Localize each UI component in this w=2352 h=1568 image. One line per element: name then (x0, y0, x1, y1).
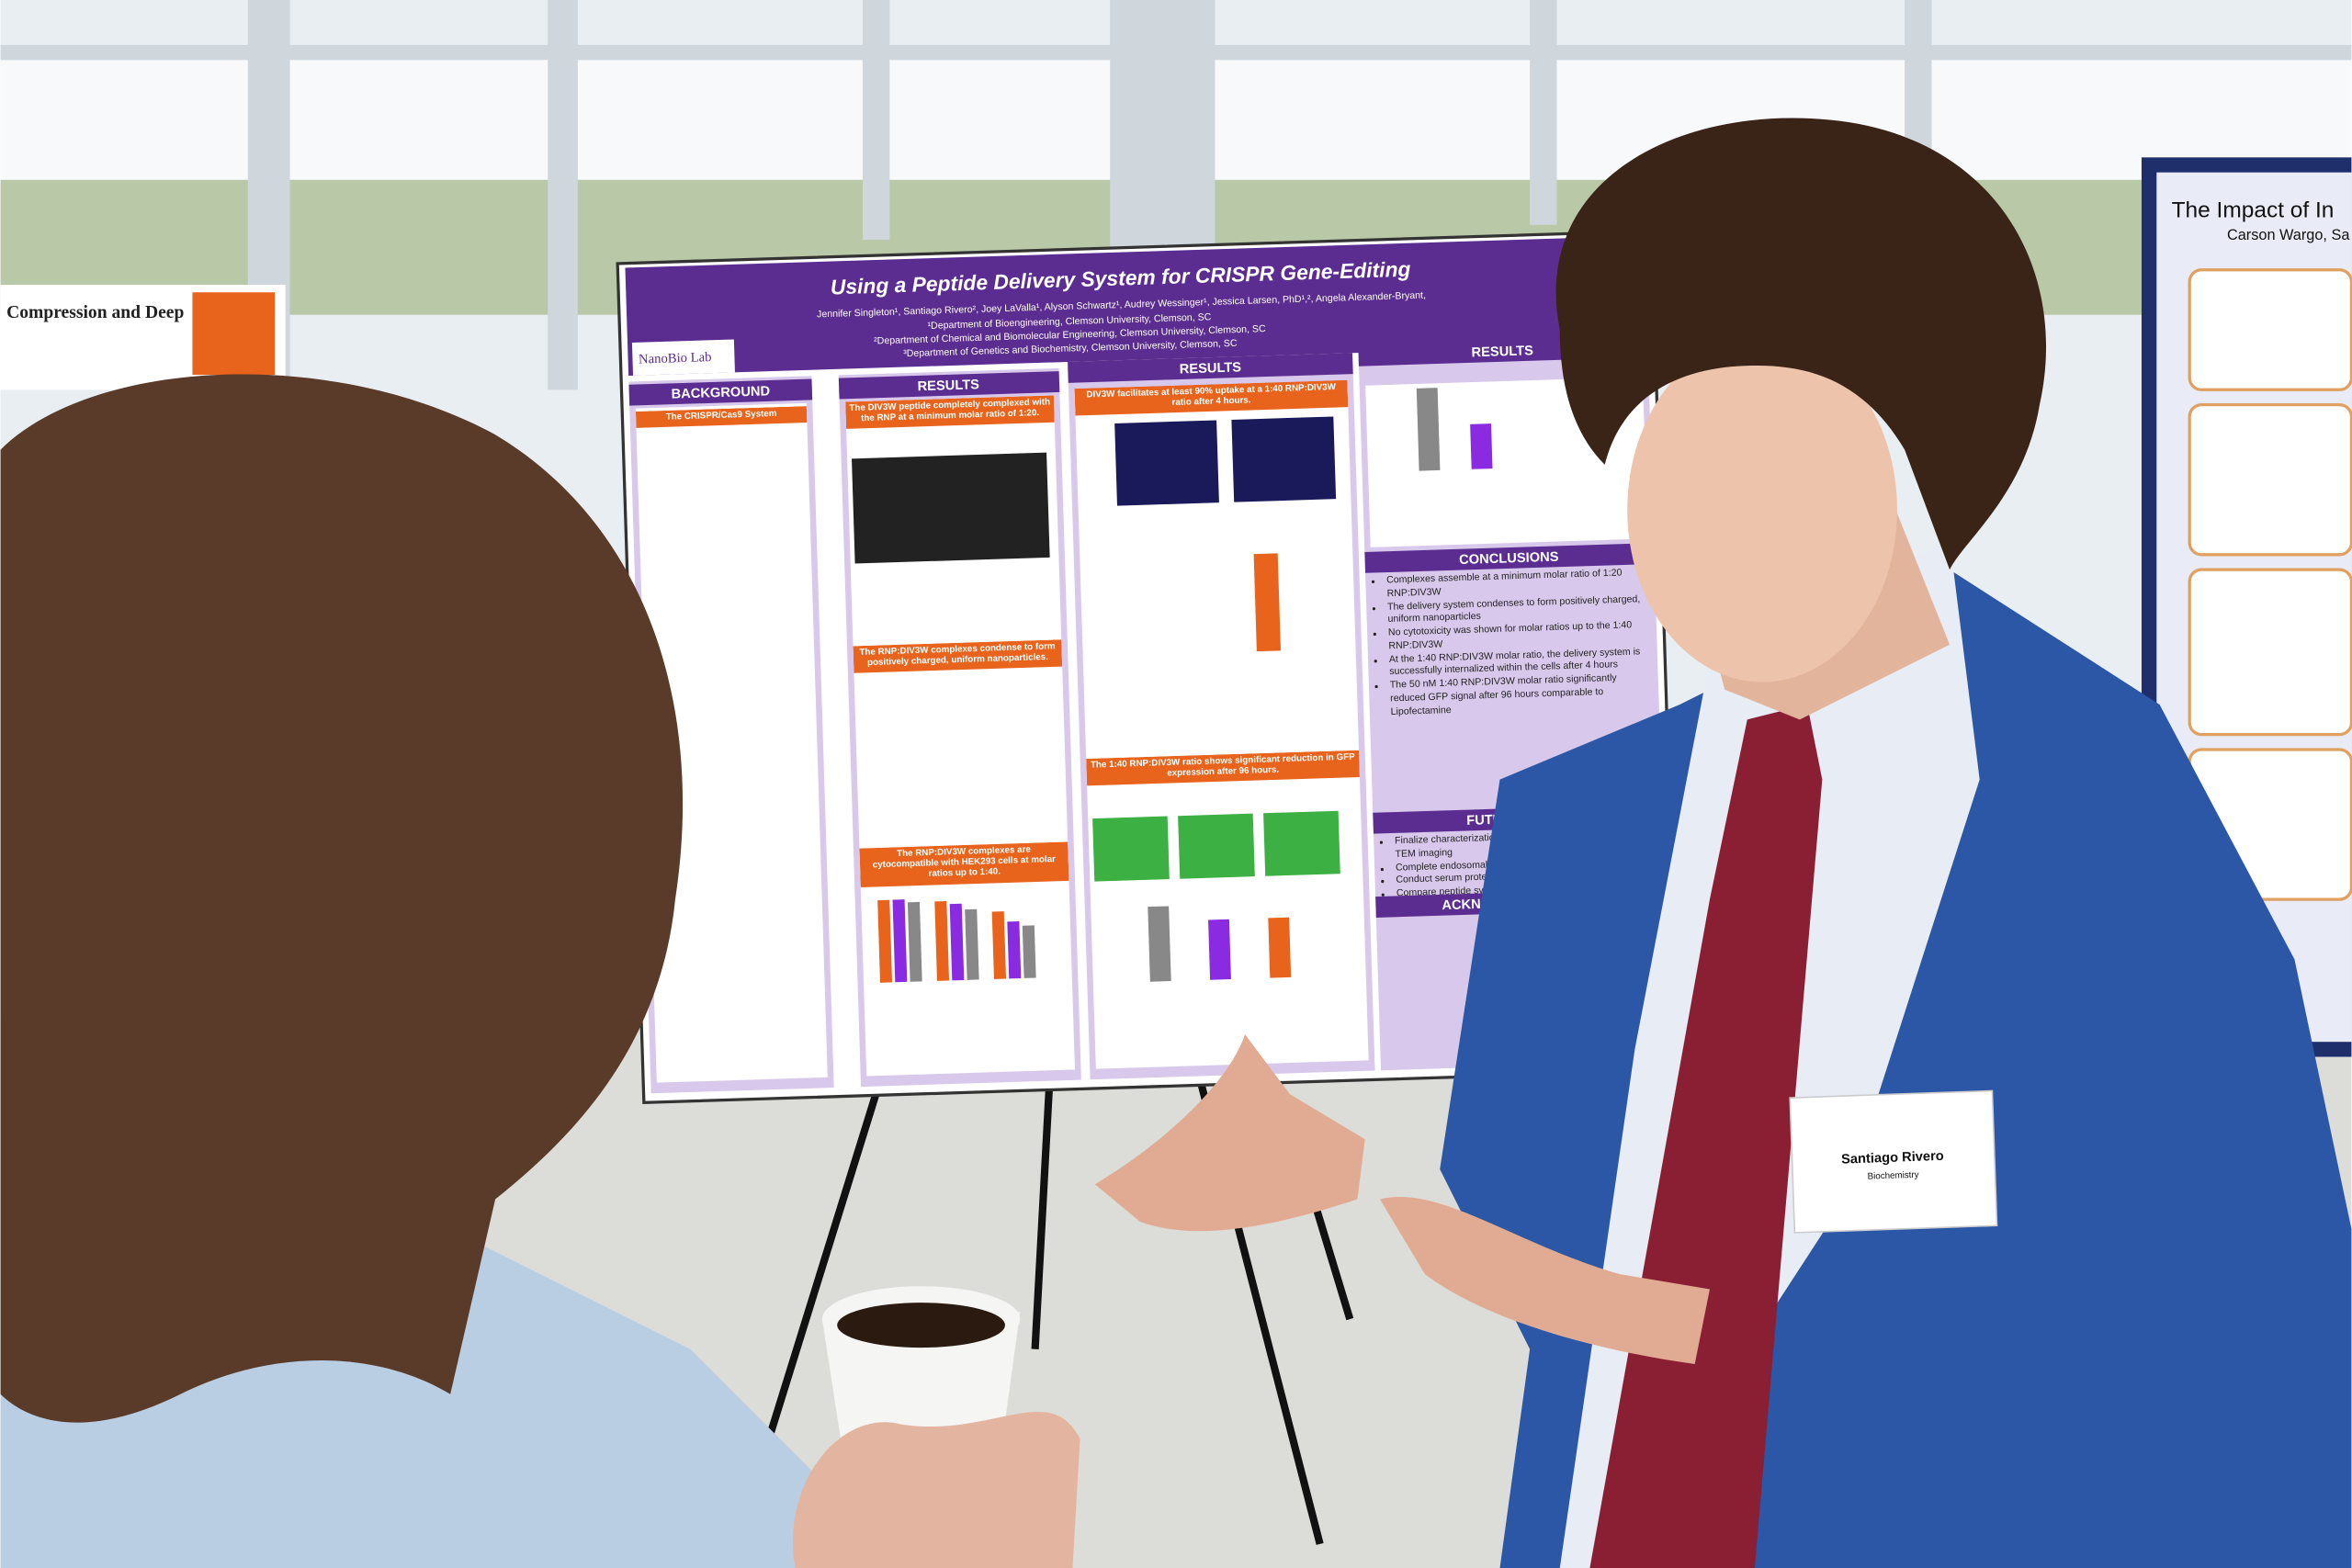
heading-bar (1068, 353, 1353, 383)
list-item: The 50 nM 1:40 RNP:DIV3W molar ratio sig… (1390, 672, 1654, 720)
section-heading: BACKGROUND (671, 384, 770, 401)
name-tag-name: Santiago Rivero (1841, 1149, 1944, 1168)
hair (1555, 118, 2047, 570)
gel-image (852, 452, 1050, 564)
left-logo (192, 292, 276, 375)
column-panels (635, 377, 1648, 1083)
subheading-box: The 1:40 RNP:DIV3W ratio shows significa… (1086, 750, 1360, 786)
logo-box (631, 339, 735, 376)
heading-bar (838, 371, 1060, 400)
woman-hand (792, 1411, 1080, 1568)
subheading: The RNP:DIV3W complexes condense to form… (853, 639, 1063, 674)
figure-bar (1253, 553, 1282, 652)
hand (1094, 1034, 1365, 1232)
poster-bars (877, 388, 1493, 983)
name-tag-major: Biochemistry (1867, 1170, 1918, 1182)
section-heading: CONCLUSIONS (1459, 550, 1559, 568)
hand (1379, 1196, 1710, 1365)
section-heading: RESULTS (917, 378, 979, 394)
right-poster-boxes (2188, 268, 2352, 901)
coffee (837, 1303, 1005, 1348)
left-poster-title: Compression and Deep (6, 303, 184, 322)
poster-header (625, 235, 1648, 376)
heading-bar (628, 378, 813, 406)
conclusions-list: Complexes assemble at a minimum molar ra… (1372, 567, 1654, 720)
subheading: The DIV3W peptide completely complexed w… (845, 395, 1055, 430)
name-tag (1789, 1089, 1998, 1234)
gfp-images (1092, 810, 1340, 882)
woman-hair (0, 374, 684, 1423)
right-poster-authors: Carson Wargo, Sa (2227, 227, 2350, 243)
subheading-box: The RNP:DIV3W complexes are cytocompatib… (859, 841, 1069, 887)
microscopy-image (1114, 420, 1219, 506)
subheading-box: The RNP:DIV3W complexes condense to form… (853, 639, 1063, 674)
poster-logo: NanoBio Lab (639, 350, 712, 367)
heading-bar (1364, 543, 1655, 573)
right-poster-title: The Impact of In (2172, 198, 2335, 223)
subheading-box: The DIV3W peptide completely complexed w… (845, 395, 1055, 430)
microscopy-image (1231, 416, 1337, 502)
section-heading: RESULTS (1471, 344, 1533, 360)
subheading: The RNP:DIV3W complexes are cytocompatib… (859, 841, 1069, 887)
face (1627, 337, 1897, 682)
section-heading: RESULTS (1179, 360, 1241, 377)
